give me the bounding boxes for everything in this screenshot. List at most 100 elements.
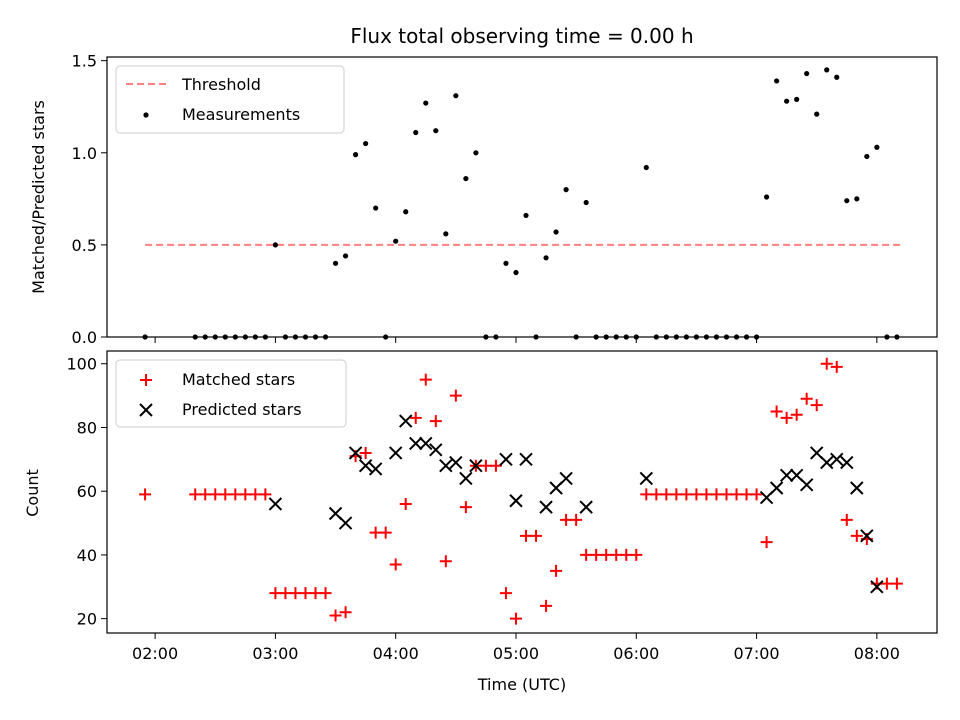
matched-star-point — [880, 577, 893, 590]
matched-star-point — [620, 548, 633, 561]
matched-star-point — [760, 536, 773, 549]
predicted-star-point — [469, 459, 483, 473]
measurement-point — [824, 67, 830, 73]
predicted-star-point — [799, 478, 814, 492]
matched-star-point — [369, 526, 382, 539]
matched-star-point — [219, 488, 232, 501]
top-y-axis-label: Matched/Predicted stars — [29, 100, 48, 294]
predicted-star-point — [509, 494, 523, 508]
measurement-point — [423, 100, 429, 106]
matched-star-point — [850, 529, 863, 542]
matched-star-point — [680, 488, 693, 501]
predicted-star-point — [579, 500, 593, 514]
matched-star-point — [690, 488, 703, 501]
measurement-point — [784, 98, 790, 104]
bottom-legend: Matched stars Predicted stars — [115, 359, 347, 428]
top-y-tick-label: 0.0 — [72, 328, 97, 347]
measurement-point — [804, 70, 810, 77]
legend-matched-swatch — [140, 374, 152, 386]
bottom-plot-area: 20 40 60 80 100 02:00 03:00 04:00 05:00 06:00 07:… — [23, 350, 938, 694]
matched-star-point — [229, 488, 242, 501]
legend-threshold-label: Threshold — [181, 75, 261, 94]
measurement-point — [272, 242, 279, 248]
matched-star-point — [790, 408, 803, 421]
matched-star-point — [189, 488, 202, 501]
matched-star-point — [449, 389, 462, 402]
measurement-point — [543, 255, 549, 261]
matched-star-point — [209, 488, 222, 501]
matched-star-point — [409, 411, 422, 424]
legend-predicted-swatch — [139, 403, 153, 417]
matched-star-point — [730, 488, 743, 501]
x-tick-label: 02:00 — [132, 644, 178, 663]
matched-star-point — [600, 548, 613, 561]
matched-star-point — [299, 587, 312, 600]
predicted-star-point — [388, 446, 403, 460]
predicted-star-point — [348, 446, 363, 460]
matched-star-point — [580, 548, 593, 561]
matched-star-point — [309, 587, 322, 600]
top-legend-box — [115, 65, 345, 134]
matched-star-point — [650, 488, 663, 501]
bottom-y-tick-label: 80 — [77, 418, 97, 437]
top-axes-frame — [106, 56, 938, 338]
x-tick-label: 04:00 — [373, 644, 419, 663]
predicted-star-point — [519, 452, 533, 467]
predicted-star-point — [840, 455, 854, 470]
measurement-point — [763, 194, 770, 200]
measurement-point — [403, 209, 409, 215]
bottom-axes-frame — [106, 350, 938, 634]
top-plot-area: 0.0 0.5 1.0 1.5 Matched/Predicted stars Thr… — [29, 52, 938, 347]
matched-star-point — [249, 488, 262, 501]
measurement-point — [643, 164, 649, 171]
matched-star-point — [810, 399, 823, 412]
matched-star-point — [479, 459, 492, 472]
matched-star-point — [640, 488, 653, 501]
predicted-star-point — [860, 529, 874, 543]
matched-star-point — [399, 497, 412, 510]
bottom-series-layer — [139, 357, 903, 625]
matched-star-point — [590, 548, 603, 561]
bottom-y-tick-label: 20 — [77, 610, 97, 629]
x-tick-label: 06:00 — [613, 644, 659, 663]
matched-star-point — [540, 599, 553, 612]
matched-star-point — [489, 459, 502, 472]
measurement-point — [342, 253, 349, 259]
matched-star-point — [359, 446, 372, 459]
matched-star-point — [509, 612, 522, 625]
bottom-y-tick-label: 40 — [77, 546, 97, 565]
predicted-star-point — [820, 455, 834, 470]
bottom-y-tick-label: 60 — [77, 482, 97, 501]
measurement-point — [523, 212, 529, 219]
matched-star-point — [830, 360, 843, 373]
matched-star-point — [289, 587, 302, 600]
measurement-point — [473, 150, 479, 156]
predicted-star-point — [850, 481, 864, 495]
predicted-star-point — [429, 443, 443, 457]
predicted-star-point — [499, 452, 513, 467]
matched-star-point — [279, 587, 292, 600]
x-tick-label: 08:00 — [854, 644, 900, 663]
measurement-point — [814, 111, 820, 117]
measurement-point — [373, 205, 379, 211]
matched-star-point — [610, 548, 623, 561]
matched-star-point — [319, 587, 332, 600]
measurement-point — [854, 196, 860, 202]
predicted-star-point — [439, 459, 453, 473]
measurement-point — [332, 260, 339, 266]
matched-star-point — [439, 555, 452, 568]
measurement-point — [433, 128, 439, 134]
measurement-point — [503, 260, 509, 266]
top-y-tick-label: 1.0 — [72, 144, 97, 163]
legend-measurements-label: Measurements — [182, 105, 300, 124]
x-tick-label: 07:00 — [734, 644, 780, 663]
measurement-point — [563, 187, 569, 193]
matched-star-point — [259, 488, 272, 501]
measurement-point — [774, 78, 780, 84]
measurement-point — [453, 93, 459, 99]
matched-star-point — [800, 392, 813, 405]
matched-star-point — [389, 558, 402, 571]
measurement-point — [393, 238, 399, 244]
bottom-y-ticks: 20 40 60 80 100 — [66, 355, 107, 629]
matched-star-point — [499, 587, 512, 600]
